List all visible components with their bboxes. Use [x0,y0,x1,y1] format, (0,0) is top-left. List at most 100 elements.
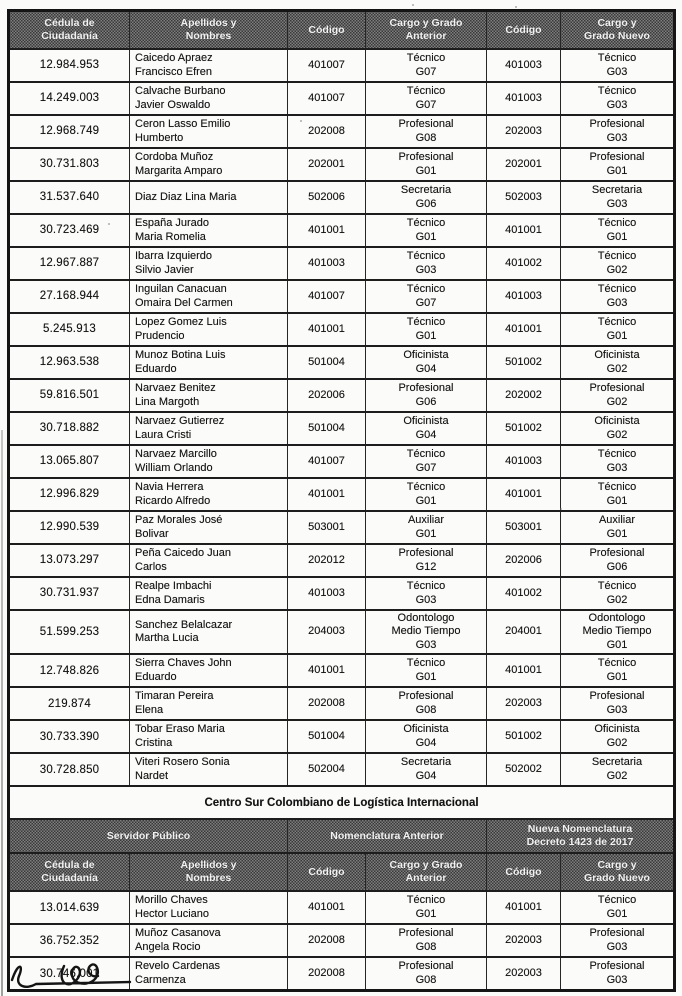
cell-nombre: Ceron Lasso Emilio Humberto [129,114,288,149]
header-cargo-anterior: Cargo y Grado Anterior [365,9,487,50]
cell-nombre: Narvaez Gutierrez Laura Cristi [129,411,288,446]
table-row: 30.728.850 Viteri Rosero Sonia Nardet 5020… [8,752,675,788]
table-row: 12.748.826 Sierra Chaves John Eduardo 4010… [8,653,675,689]
cell-cedula: 30.728.850 [8,752,130,788]
cell-codigo-nuevo: 401002 [486,576,561,611]
cell-cedula: 12.984.953 [8,48,130,83]
cell-codigo-anterior: 202001 [287,147,366,182]
cell-codigo-nuevo: 401001 [486,653,561,689]
cell-cedula: 12.996.829 [8,477,130,512]
scan-noise [300,120,302,122]
cell-codigo-anterior: 401001 [287,312,366,347]
cell-codigo-nuevo: 204001 [486,608,561,656]
cell-cedula: 51.599.253 [8,608,130,656]
cell-cargo-anterior: Profesional G08 [365,923,487,959]
header-cedula: Cédula de Ciudadanía [8,852,130,893]
cell-codigo-nuevo: 202003 [486,114,561,149]
table-row: 14.249.003 Calvache Burbano Javier Oswald… [8,81,675,116]
cell-nombre: Sanchez Belalcazar Martha Lucia [129,608,288,656]
cell-cargo-anterior: Secretaria G06 [365,180,487,215]
cell-cargo-anterior: Técnico G07 [365,81,487,116]
scan-noise [515,6,517,8]
header-codigo-nuevo: Código [486,852,561,893]
cell-nombre: Diaz Diaz Lina Maria [129,180,288,215]
header-row: Cédula de Ciudadanía Apellidos y Nombres… [8,852,675,893]
cell-codigo-nuevo: 401003 [486,444,561,479]
cell-cargo-nuevo: Técnico G03 [560,279,675,314]
cell-codigo-anterior: 202008 [287,956,366,992]
cell-cargo-nuevo: Técnico G03 [560,444,675,479]
cell-codigo-nuevo: 202003 [486,923,561,959]
cell-nombre: Navia Herrera Ricardo Alfredo [129,477,288,512]
cell-cargo-anterior: Profesional G08 [365,956,487,992]
cell-cedula: 12.968.749 [8,114,130,149]
cell-nombre: Lopez Gomez Luis Prudencio [129,312,288,347]
cell-codigo-anterior: 202008 [287,923,366,959]
cell-cargo-nuevo: Técnico G02 [560,576,675,611]
cell-codigo-anterior: 401007 [287,48,366,83]
cell-cargo-nuevo: Técnico G01 [560,312,675,347]
cell-cedula: 31.537.640 [8,180,130,215]
cell-nombre: Ibarra Izquierdo Silvio Javier [129,246,288,281]
cell-codigo-anterior: 401007 [287,81,366,116]
cell-nombre: Narvaez Marcillo William Orlando [129,444,288,479]
cell-cedula: 12.748.826 [8,653,130,689]
scan-noise [108,223,110,225]
table-row: 30.723.469 España Jurado Maria Romelia 401… [8,213,675,248]
cell-cedula: 219.874 [8,686,130,722]
cell-cargo-nuevo: Técnico G01 [560,890,675,926]
header-codigo-nuevo: Código [486,9,561,50]
cell-cargo-nuevo: Profesional G03 [560,114,675,149]
table-row: 12.963.538 Munoz Botina Luis Eduardo 50100… [8,345,675,380]
section1-body: 12.984.953 Caicedo Apraez Francisco Efren… [8,48,675,788]
cell-cargo-nuevo: Profesional G03 [560,923,675,959]
cell-cargo-nuevo: Técnico G01 [560,213,675,248]
cell-cargo-anterior: Profesional G01 [365,147,487,182]
cell-nombre: Realpe Imbachi Edna Damaris [129,576,288,611]
cell-cargo-anterior: Odontologo Medio Tiempo G03 [365,608,487,656]
cell-cargo-nuevo: Profesional G06 [560,543,675,578]
cell-nombre: Morillo Chaves Hector Luciano [129,890,288,926]
cell-codigo-nuevo: 502002 [486,752,561,788]
cell-cargo-nuevo: Técnico G03 [560,48,675,83]
header-cargo-anterior: Cargo y Grado Anterior [365,852,487,893]
cell-nombre: Timaran Pereira Elena [129,686,288,722]
cell-nombre: Muñoz Casanova Angela Rocio [129,923,288,959]
header-row: Cédula de Ciudadanía Apellidos y Nombres… [8,9,675,50]
header-nombres: Apellidos y Nombres [129,9,288,50]
header-nombres: Apellidos y Nombres [129,852,288,893]
cell-codigo-anterior: 401003 [287,576,366,611]
header-cedula: Cédula de Ciudadanía [8,9,130,50]
cell-cedula: 30.718.882 [8,411,130,446]
cell-nombre: Sierra Chaves John Eduardo [129,653,288,689]
cell-codigo-nuevo: 503001 [486,510,561,545]
cell-cargo-nuevo: Secretaria G03 [560,180,675,215]
table-row: 59.816.501 Narvaez Benitez Lina Margoth 20… [8,378,675,413]
group-header-nomenclatura-anterior: Nomenclatura Anterior [287,818,487,855]
cell-cargo-nuevo: Profesional G03 [560,686,675,722]
table-row: 51.599.253 Sanchez Belalcazar Martha Luci… [8,608,675,656]
cell-cargo-nuevo: Técnico G03 [560,81,675,116]
cell-codigo-anterior: 401001 [287,890,366,926]
table-row: 12.967.887 Ibarra Izquierdo Silvio Javier… [8,246,675,281]
header-cargo-nuevo: Cargo y Grado Nuevo [560,9,675,50]
cell-cargo-anterior: Técnico G01 [365,213,487,248]
cell-nombre: Inguilan Canacuan Omaira Del Carmen [129,279,288,314]
cell-cargo-anterior: Profesional G08 [365,686,487,722]
cell-codigo-nuevo: 401001 [486,477,561,512]
cell-codigo-anterior: 501004 [287,411,366,446]
cell-nombre: Paz Morales José Bolivar [129,510,288,545]
cell-codigo-anterior: 401003 [287,246,366,281]
cell-codigo-anterior: 202008 [287,114,366,149]
cell-codigo-anterior: 401007 [287,444,366,479]
cell-cedula: 30.731.803 [8,147,130,182]
cell-codigo-nuevo: 202001 [486,147,561,182]
cell-codigo-nuevo: 401003 [486,279,561,314]
cell-cargo-anterior: Técnico G01 [365,312,487,347]
cell-nombre: España Jurado Maria Romelia [129,213,288,248]
cell-codigo-anterior: 502006 [287,180,366,215]
cell-nombre: Revelo Cardenas Carmenza [129,956,288,992]
cell-codigo-nuevo: 401003 [486,48,561,83]
cell-cedula: 30.723.469 [8,213,130,248]
